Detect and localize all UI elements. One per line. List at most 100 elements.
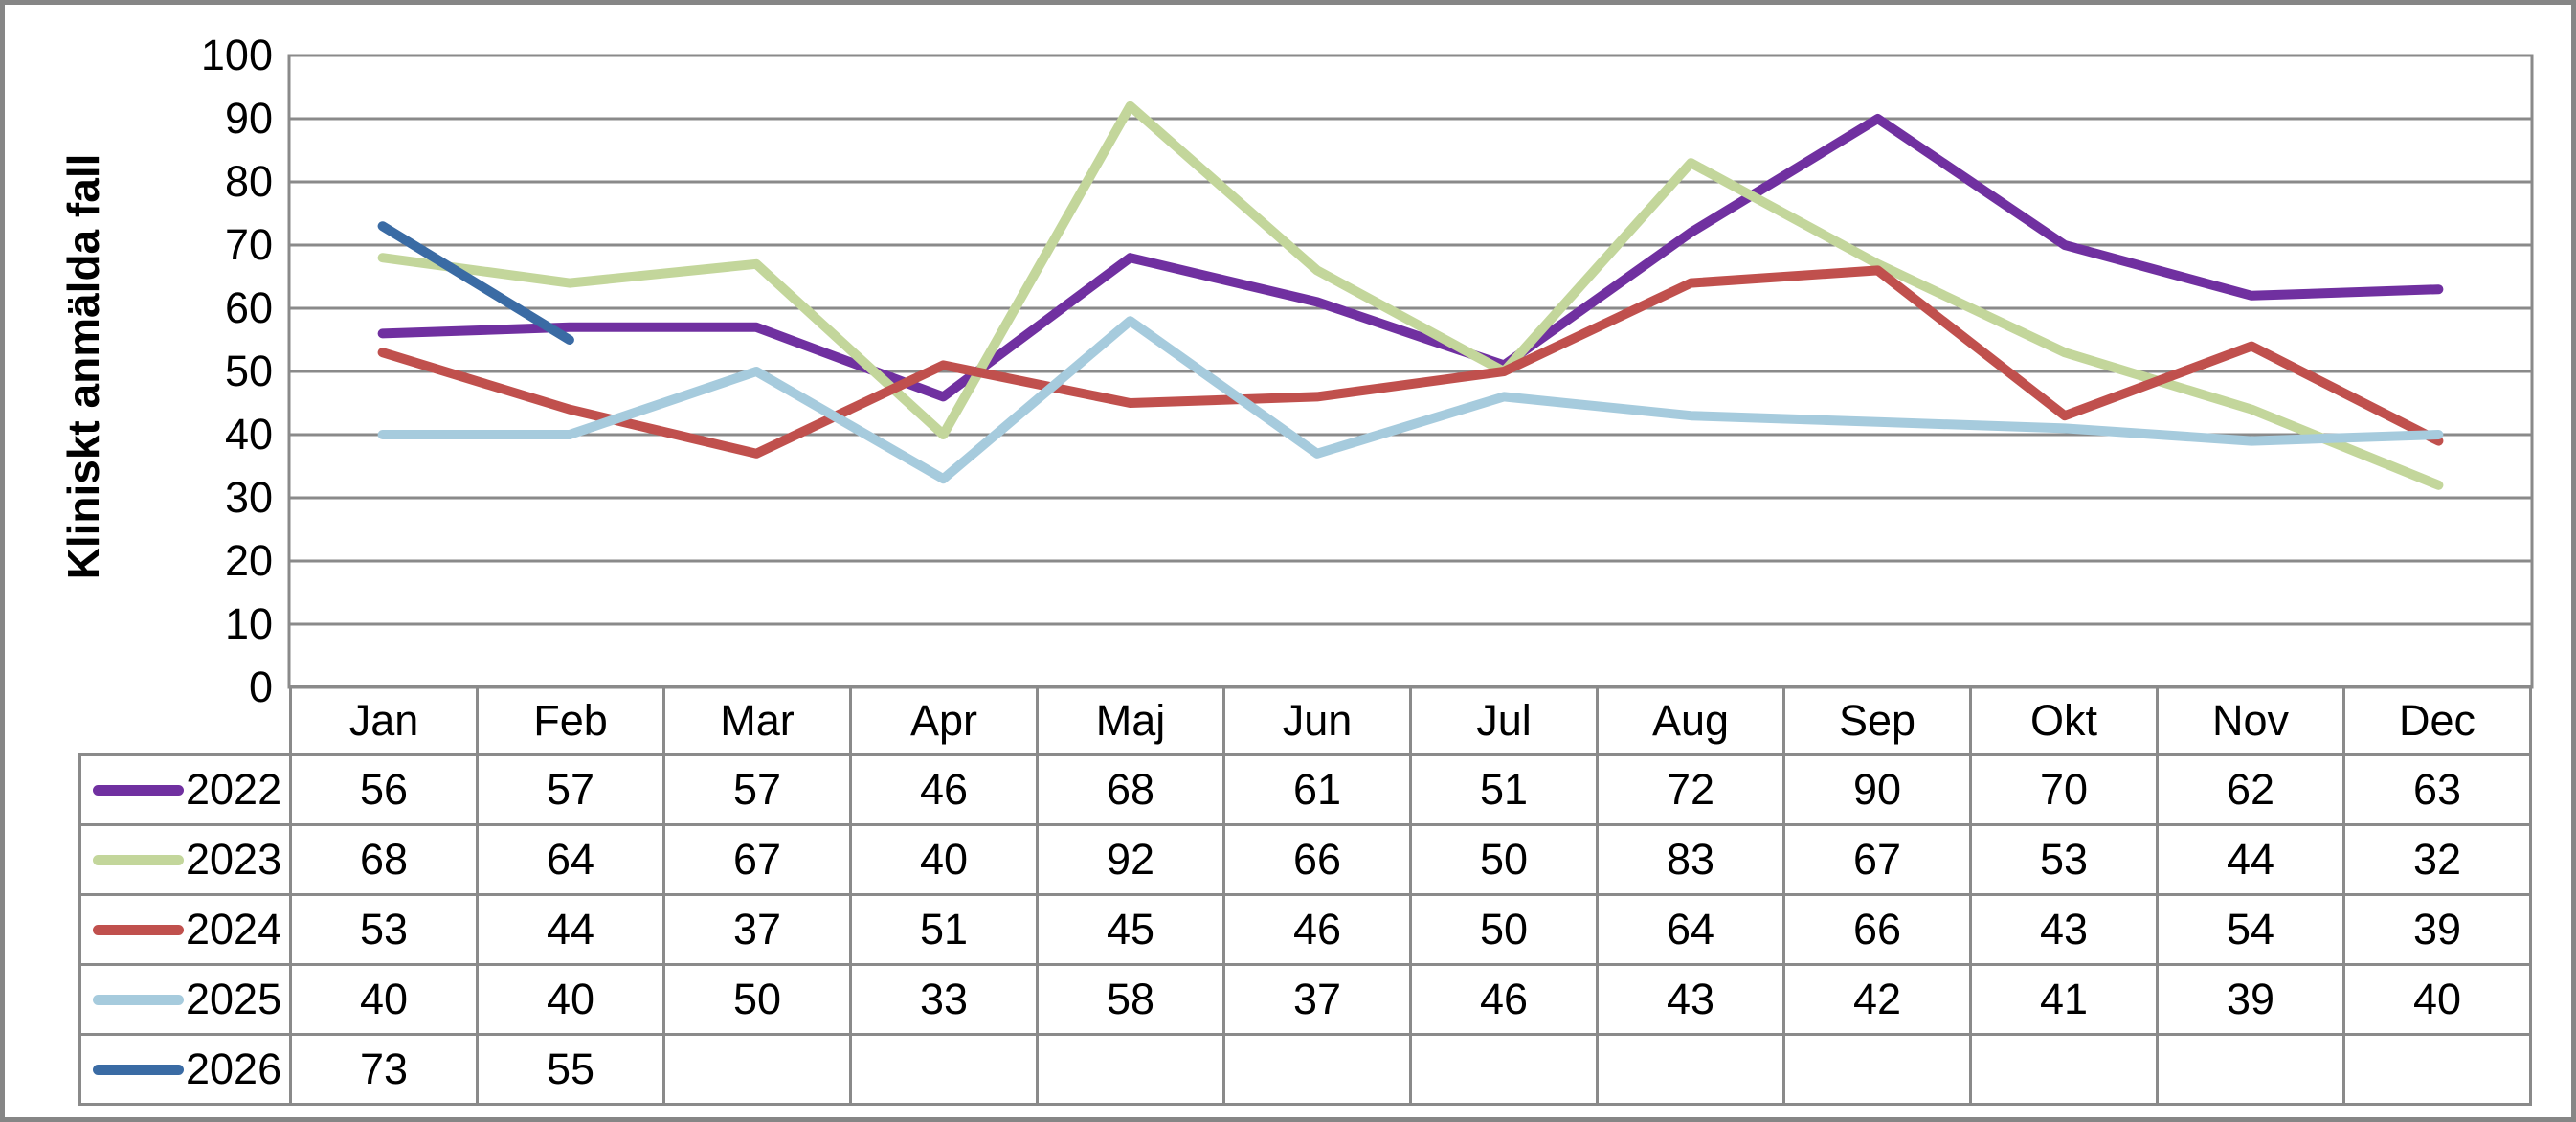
table-row: 2024 53 44 37 51 45 46 50 64 66 43 54 39: [78, 893, 2532, 966]
value-cell: [2342, 1033, 2532, 1106]
y-axis-tick-label: 10: [224, 599, 273, 648]
value-cell: 43: [1969, 893, 2159, 966]
value-cell: 50: [1409, 823, 1599, 896]
value-cell: [2156, 1033, 2345, 1106]
value-cell: 33: [849, 963, 1039, 1036]
legend-line-swatch: [93, 924, 184, 935]
value-cell: [1782, 1033, 1972, 1106]
legend-cell: 2026: [78, 1033, 292, 1106]
value-cell: 73: [289, 1033, 479, 1106]
legend-line-swatch: [93, 994, 184, 1005]
month-header-cell: Feb: [476, 685, 665, 756]
y-axis-tick-label: 30: [224, 473, 273, 522]
value-cell: [1596, 1033, 1785, 1106]
series-line-2024: [377, 265, 2444, 459]
value-cell: 53: [1969, 823, 2159, 896]
value-cell: 32: [2342, 823, 2532, 896]
series-line-2022: [377, 114, 2444, 402]
month-header-cell: Jul: [1409, 685, 1599, 756]
value-cell: 50: [662, 963, 852, 1036]
value-cell: 66: [1782, 893, 1972, 966]
value-cell: 44: [2156, 823, 2345, 896]
value-cell: 46: [1409, 963, 1599, 1036]
value-cell: 67: [1782, 823, 1972, 896]
value-cell: 46: [1222, 893, 1412, 966]
series-line-2025: [377, 316, 2444, 484]
value-cell: 39: [2342, 893, 2532, 966]
value-cell: [1409, 1033, 1599, 1106]
value-cell: 46: [849, 753, 1039, 826]
legend-cell: 2025: [78, 963, 292, 1036]
legend-year-label: 2024: [186, 905, 282, 954]
value-cell: 58: [1036, 963, 1225, 1036]
legend-line-swatch: [93, 854, 184, 865]
table-row: 2023 68 64 67 40 92 66 50 83 67 53 44 32: [78, 823, 2532, 896]
value-cell: 37: [1222, 963, 1412, 1036]
line-chart-plot: [287, 54, 2534, 689]
value-cell: 62: [2156, 753, 2345, 826]
value-cell: 40: [2342, 963, 2532, 1036]
value-cell: 43: [1596, 963, 1785, 1036]
value-cell: 40: [289, 963, 479, 1036]
value-cell: 70: [1969, 753, 2159, 826]
y-axis-tick-label: 80: [224, 157, 273, 206]
legend-line-swatch: [93, 784, 184, 796]
value-cell: 68: [1036, 753, 1225, 826]
value-cell: 92: [1036, 823, 1225, 896]
month-header-cell: Sep: [1782, 685, 1972, 756]
month-header-cell: Nov: [2156, 685, 2345, 756]
legend-cell: 2022: [78, 753, 292, 826]
value-cell: [1036, 1033, 1225, 1106]
y-axis-tick-label: 50: [224, 347, 273, 395]
value-cell: 50: [1409, 893, 1599, 966]
value-cell: 41: [1969, 963, 2159, 1036]
value-cell: 39: [2156, 963, 2345, 1036]
value-cell: 66: [1222, 823, 1412, 896]
value-cell: 45: [1036, 893, 1225, 966]
y-axis-tick-label: 70: [224, 220, 273, 269]
value-cell: 55: [476, 1033, 665, 1106]
y-axis-tick-label: 0: [248, 662, 273, 711]
value-cell: 51: [1409, 753, 1599, 826]
value-cell: 83: [1596, 823, 1785, 896]
value-cell: 51: [849, 893, 1039, 966]
value-cell: 54: [2156, 893, 2345, 966]
y-axis-tick-label: 40: [224, 410, 273, 459]
value-cell: 57: [476, 753, 665, 826]
legend-year-label: 2022: [186, 765, 282, 814]
value-cell: 42: [1782, 963, 1972, 1036]
legend-line-swatch: [93, 1064, 184, 1075]
value-cell: [1969, 1033, 2159, 1106]
month-header-cell: Aug: [1596, 685, 1785, 756]
value-cell: 67: [662, 823, 852, 896]
data-table: Jan Feb Mar Apr Maj Jun Jul Aug Sep Okt Nov Dec 2022…: [78, 685, 2532, 1106]
month-header-cell: Maj: [1036, 685, 1225, 756]
value-cell: 72: [1596, 753, 1785, 826]
month-header-cell: Jun: [1222, 685, 1412, 756]
value-cell: 64: [1596, 893, 1785, 966]
value-cell: 68: [289, 823, 479, 896]
month-header-cell: Okt: [1969, 685, 2159, 756]
legend-year-label: 2025: [186, 975, 282, 1023]
value-cell: 56: [289, 753, 479, 826]
y-axis-tick-label: 20: [224, 536, 273, 585]
value-cell: 40: [849, 823, 1039, 896]
y-axis-tick-label: 100: [200, 31, 273, 79]
table-row: 2025 40 40 50 33 58 37 46 43 42 41 39 40: [78, 963, 2532, 1036]
value-cell: 64: [476, 823, 665, 896]
value-cell: 37: [662, 893, 852, 966]
value-cell: 61: [1222, 753, 1412, 826]
legend-year-label: 2023: [186, 835, 282, 884]
legend-cell: 2023: [78, 823, 292, 896]
legend-cell: 2024: [78, 893, 292, 966]
value-cell: [662, 1033, 852, 1106]
value-cell: 53: [289, 893, 479, 966]
month-header-cell: Dec: [2342, 685, 2532, 756]
table-corner-cell: [80, 687, 291, 755]
series-line-2026: [377, 221, 574, 345]
value-cell: [1222, 1033, 1412, 1106]
month-header-cell: Jan: [289, 685, 479, 756]
value-cell: 63: [2342, 753, 2532, 826]
table-row: 2022 56 57 57 46 68 61 51 72 90 70 62 63: [78, 753, 2532, 826]
